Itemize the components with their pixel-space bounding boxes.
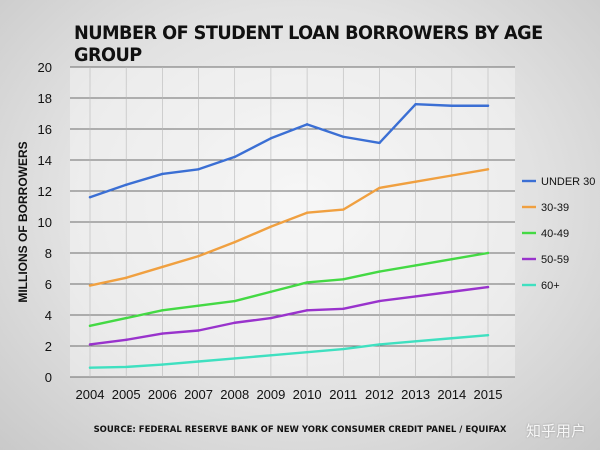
series-line-5 xyxy=(88,333,490,369)
data-point xyxy=(342,347,345,351)
series-line-1 xyxy=(88,102,490,199)
legend-label: 30-39 xyxy=(541,202,569,214)
data-point xyxy=(305,211,309,214)
data-point xyxy=(233,357,236,360)
x-tick-label: 2011 xyxy=(329,387,357,402)
data-point xyxy=(269,354,273,357)
x-tick-label: 2005 xyxy=(112,387,141,402)
data-point xyxy=(305,351,309,354)
data-point xyxy=(305,281,309,284)
data-point xyxy=(450,258,454,261)
y-tick-label: 18 xyxy=(38,91,52,106)
data-point xyxy=(414,264,417,267)
chart-title: NUMBER OF STUDENT LOAN BORROWERS BY AGE … xyxy=(74,22,543,66)
data-point xyxy=(88,284,92,287)
data-point xyxy=(450,337,454,340)
data-point xyxy=(233,155,236,159)
y-tick-label: 20 xyxy=(38,60,52,75)
data-point xyxy=(378,270,381,273)
y-tick-label: 4 xyxy=(45,308,52,323)
data-point xyxy=(486,333,490,337)
data-point xyxy=(414,103,417,106)
data-point xyxy=(305,309,309,312)
data-point xyxy=(414,295,417,298)
x-tick-label: 2010 xyxy=(293,387,322,402)
data-point xyxy=(124,183,128,186)
x-tick-label: 2004 xyxy=(76,387,105,402)
y-tick-label: 0 xyxy=(45,370,52,385)
y-tick-label: 14 xyxy=(38,153,52,168)
legend-label: 40-49 xyxy=(541,228,569,240)
data-point xyxy=(88,343,92,346)
data-point xyxy=(197,168,200,171)
data-point xyxy=(342,307,345,310)
y-tick-label: 2 xyxy=(45,339,52,354)
data-point xyxy=(378,343,381,346)
data-point xyxy=(197,254,200,258)
y-axis-label: MILLIONS OF BORROWERS xyxy=(16,141,30,302)
x-tick-label: 2008 xyxy=(220,387,249,402)
data-point xyxy=(197,304,200,307)
legend-label: 50-59 xyxy=(541,254,569,266)
data-point xyxy=(486,251,490,255)
data-point xyxy=(378,141,381,145)
series-line-3 xyxy=(88,251,490,328)
source-note: SOURCE: FEDERAL RESERVE BANK OF NEW YORK… xyxy=(93,425,507,435)
y-tick-label: 10 xyxy=(38,215,52,230)
y-tick-label: 12 xyxy=(38,184,52,199)
x-tick-label: 2015 xyxy=(474,387,503,402)
data-point xyxy=(124,365,128,369)
data-point xyxy=(124,338,128,341)
x-tick-label: 2013 xyxy=(401,387,430,402)
x-tick-label: 2014 xyxy=(437,387,466,402)
data-point xyxy=(342,278,345,281)
data-point xyxy=(161,309,164,312)
data-point xyxy=(88,324,92,328)
data-point xyxy=(233,299,236,303)
y-tick-label: 16 xyxy=(38,122,52,137)
data-point xyxy=(269,137,273,140)
data-point xyxy=(269,225,273,228)
data-point xyxy=(161,332,164,335)
data-point xyxy=(342,135,345,138)
data-point xyxy=(414,180,417,183)
data-point xyxy=(88,366,92,369)
data-point xyxy=(233,321,236,324)
data-point xyxy=(269,316,273,320)
x-tick-label: 2006 xyxy=(148,387,177,402)
data-point xyxy=(378,299,381,303)
data-point xyxy=(305,123,309,126)
data-point xyxy=(450,290,454,293)
data-point xyxy=(124,276,128,279)
data-point xyxy=(450,104,454,107)
data-point xyxy=(161,265,164,269)
series-line-2 xyxy=(88,168,490,287)
legend-label: UNDER 30 xyxy=(541,176,595,188)
data-point xyxy=(124,316,128,320)
x-tick-label: 2012 xyxy=(365,387,394,402)
data-point xyxy=(486,104,490,107)
legend-label: 60+ xyxy=(541,280,560,292)
x-tick-label: 2009 xyxy=(256,387,285,402)
x-tick-label: 2007 xyxy=(184,387,213,402)
data-point xyxy=(486,285,490,289)
data-point xyxy=(450,174,454,177)
data-point xyxy=(197,329,200,332)
data-point xyxy=(197,360,200,363)
data-point xyxy=(342,208,345,211)
data-point xyxy=(486,168,490,171)
data-point xyxy=(414,340,417,343)
data-point xyxy=(161,363,164,366)
data-point xyxy=(378,186,381,190)
data-point xyxy=(269,290,273,293)
watermark: 知乎用户 xyxy=(525,422,586,440)
data-point xyxy=(233,240,236,244)
data-point xyxy=(161,172,164,176)
series-line-4 xyxy=(88,285,490,346)
y-tick-label: 8 xyxy=(45,246,52,261)
y-tick-label: 6 xyxy=(45,277,52,292)
data-point xyxy=(88,196,92,199)
